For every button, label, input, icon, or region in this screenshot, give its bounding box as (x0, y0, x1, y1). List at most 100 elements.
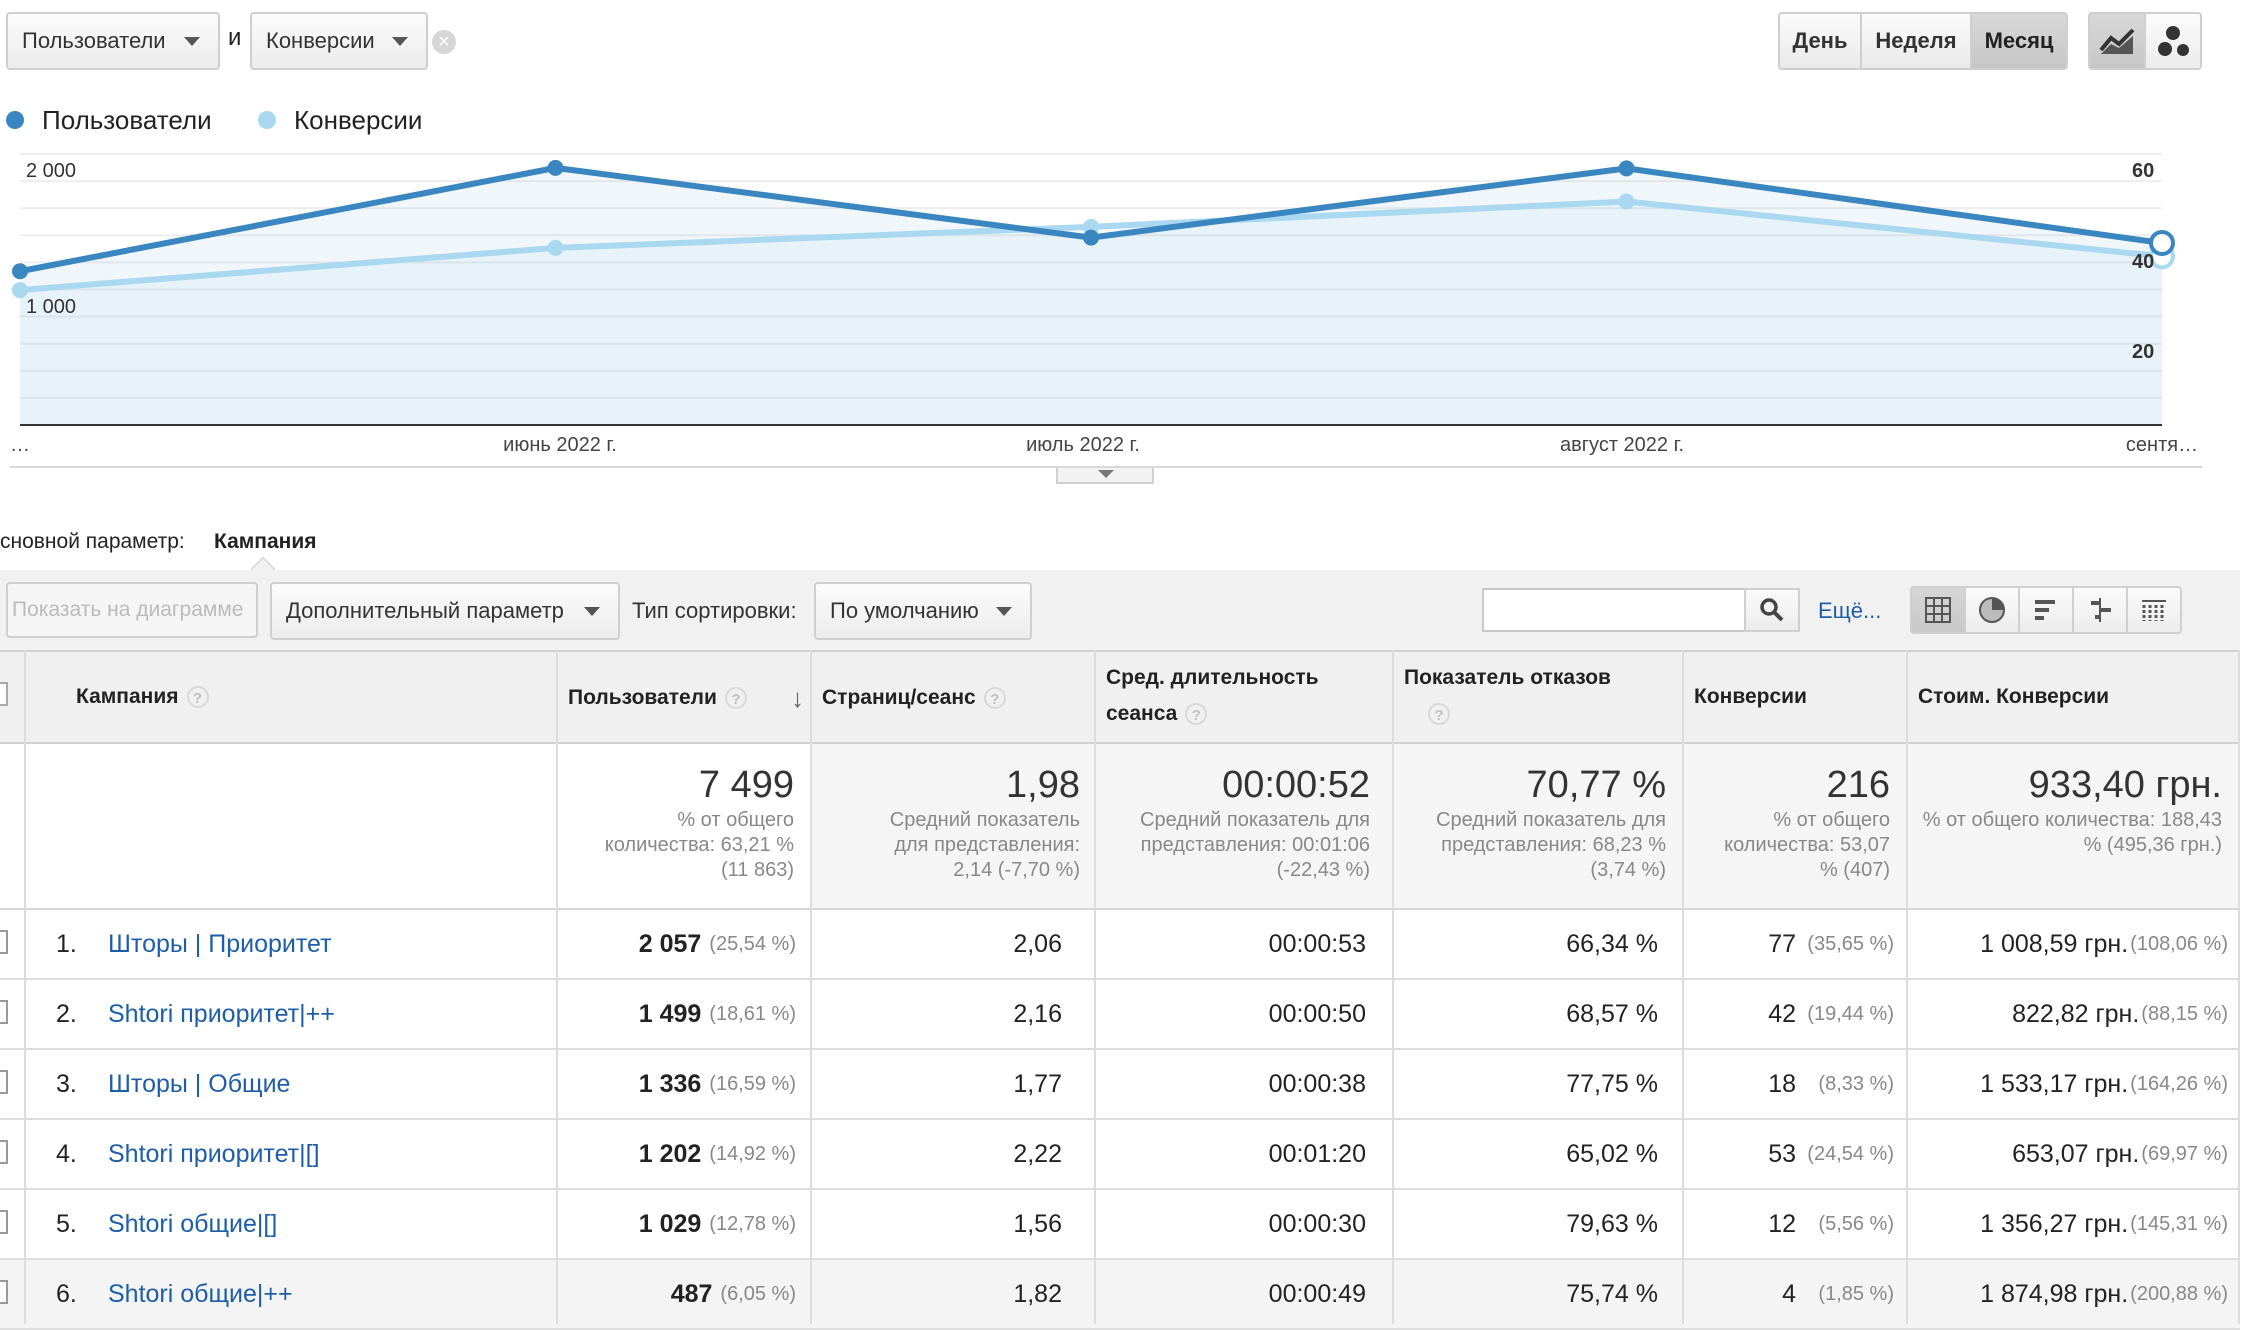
row-checkbox[interactable] (0, 1070, 8, 1094)
duration-cell: 00:01:20 (1268, 1139, 1366, 1168)
chart-divider (10, 466, 2202, 468)
users-pct: (12,78 %) (709, 1212, 796, 1235)
x-tick: сентя… (2125, 434, 2199, 456)
pages-cell: 2,22 (1013, 1139, 1062, 1168)
select-all-checkbox[interactable] (0, 682, 8, 706)
y-left-tick: 2 000 (26, 160, 77, 182)
series1-legend-dot (6, 111, 24, 129)
more-link[interactable]: Ещё... (1818, 598, 1882, 623)
view-performance-button[interactable] (2018, 586, 2074, 634)
conversions-cell: 12 (5,56 %) (1684, 1190, 1908, 1258)
conversions-cell: 18 (8,33 %) (1684, 1050, 1908, 1118)
campaign-name[interactable]: Шторы | Приоритет (108, 929, 332, 958)
conversions-value: 12 (1768, 1209, 1796, 1238)
campaign-name[interactable]: Шторы | Общие (108, 1069, 291, 1098)
users-value: 1 336 (638, 1069, 702, 1098)
secondary-dimension-dropdown[interactable]: Дополнительный параметр (270, 582, 620, 640)
table-row[interactable]: 4. Shtori приоритет|[] 1 202 (14,92 %) 2,22 0… (0, 1120, 2240, 1190)
chart-collapse-handle[interactable] (1056, 468, 1154, 484)
col-users[interactable]: Пользователи? ↓ (558, 650, 808, 744)
bounce-cell: 77,75 % (1566, 1069, 1658, 1098)
table-row[interactable]: 2. Shtori приоритет|++ 1 499 (18,61 %) 2,16 0… (0, 980, 2240, 1050)
view-pie-button[interactable] (1964, 586, 2020, 634)
col-bounce[interactable]: Показатель отказов? (1394, 650, 1678, 744)
col-cost[interactable]: Стоим. Конверсии (1908, 650, 2238, 744)
conversions-pct: (8,33 %) (1818, 1072, 1894, 1095)
conversions-pct: (1,85 %) (1818, 1282, 1894, 1305)
duration-cell: 00:00:53 (1268, 929, 1366, 958)
sort-dropdown[interactable]: По умолчанию (814, 582, 1032, 640)
row-checkbox[interactable] (0, 1210, 8, 1234)
cost-cell: 1 356,27 грн. (145,31 %) (1908, 1190, 2238, 1258)
data-point (1618, 193, 1635, 210)
search-button[interactable] (1744, 588, 1800, 632)
help-icon[interactable]: ? (983, 687, 1006, 710)
cost-pct: (88,15 %) (2141, 1002, 2228, 1025)
cost-value: 1 008,59 грн. (1980, 929, 2129, 958)
col-duration-label: Сред. длительность сеанса (1106, 666, 1319, 725)
x-tick: … (10, 434, 30, 456)
campaign-link[interactable]: Шторы | Общие (108, 1050, 290, 1118)
users-pct: (6,05 %) (720, 1282, 796, 1305)
campaign-link[interactable]: Шторы | Приоритет (108, 910, 332, 978)
col-conversions-label: Конверсии (1694, 685, 1807, 708)
help-icon[interactable]: ? (1428, 703, 1450, 726)
remove-metric-icon[interactable]: × (432, 30, 456, 54)
table-row[interactable]: 3. Шторы | Общие 1 336 (16,59 %) 1,77 00:00:3… (0, 1050, 2240, 1120)
column-separator (24, 650, 26, 1324)
column-separator (1906, 650, 1908, 1324)
row-number: 6. (56, 1279, 77, 1308)
duration-cell: 00:00:30 (1268, 1209, 1366, 1238)
campaign-link[interactable]: Shtori общие|[] (108, 1190, 277, 1258)
motion-chart-toggle[interactable] (2144, 12, 2202, 70)
row-checkbox[interactable] (0, 1140, 8, 1164)
view-pivot-button[interactable] (2126, 586, 2182, 634)
metric1-label: Пользователи (22, 28, 166, 53)
campaign-name[interactable]: Shtori приоритет|[] (108, 1139, 320, 1168)
chevron-down-icon (996, 607, 1012, 616)
data-point (547, 159, 564, 176)
help-icon[interactable]: ? (1185, 703, 1208, 726)
users-cell: 2 057 (25,54 %) (558, 910, 812, 978)
row-checkbox[interactable] (0, 930, 8, 954)
metric2-dropdown[interactable]: Конверсии (250, 12, 428, 70)
column-separator (1682, 650, 1684, 1324)
col-campaign-label: Кампания (76, 685, 179, 708)
view-comparison-button[interactable] (2072, 586, 2128, 634)
campaign-name[interactable]: Shtori приоритет|++ (108, 999, 335, 1028)
table-row[interactable]: 5. Shtori общие|[] 1 029 (12,78 %) 1,56 00:00… (0, 1190, 2240, 1260)
col-campaign[interactable]: Кампания? (66, 650, 546, 744)
comparison-icon (2091, 598, 2111, 622)
view-table-button[interactable] (1910, 586, 1966, 634)
table-row[interactable]: 1. Шторы | Приоритет 2 057 (25,54 %) 2,06 00:… (0, 910, 2240, 980)
primary-dimension-value[interactable]: Кампания (214, 530, 317, 553)
row-checkbox[interactable] (0, 1280, 8, 1304)
users-cell: 1 202 (14,92 %) (558, 1120, 812, 1188)
table-row[interactable]: 6. Shtori общие|++ 487 (6,05 %) 1,82 00:00:49… (0, 1260, 2240, 1330)
conversions-cell: 4 (1,85 %) (1684, 1260, 1908, 1328)
cost-pct: (145,31 %) (2130, 1212, 2228, 1235)
period-month-button[interactable]: Месяц (1970, 12, 2068, 70)
campaign-link[interactable]: Shtori приоритет|[] (108, 1120, 320, 1188)
total-conversions-value: 216 (1826, 764, 1890, 806)
show-on-chart-button[interactable]: Показать на диаграмме (6, 582, 258, 638)
col-conversions[interactable]: Конверсии (1684, 650, 1904, 744)
col-duration[interactable]: Сред. длительность сеанса? (1096, 650, 1384, 744)
sort-label: Тип сортировки: (632, 598, 797, 623)
metric1-dropdown[interactable]: Пользователи (6, 12, 220, 70)
col-pages[interactable]: Страниц/сеанс? (812, 650, 1092, 744)
row-checkbox[interactable] (0, 1000, 8, 1024)
campaign-name[interactable]: Shtori общие|[] (108, 1209, 278, 1238)
cost-pct: (164,26 %) (2130, 1072, 2228, 1095)
search-input[interactable] (1482, 588, 1746, 632)
column-separator (1094, 650, 1096, 1324)
help-icon[interactable]: ? (186, 686, 209, 709)
campaign-link[interactable]: Shtori общие|++ (108, 1260, 293, 1328)
help-icon[interactable]: ? (724, 687, 747, 710)
bounce-cell: 66,34 % (1566, 929, 1658, 958)
campaign-name[interactable]: Shtori общие|++ (108, 1279, 293, 1308)
series-area (20, 201, 2162, 425)
period-day-button[interactable]: День (1778, 12, 1862, 70)
campaign-link[interactable]: Shtori приоритет|++ (108, 980, 335, 1048)
period-week-button[interactable]: Неделя (1860, 12, 1972, 70)
